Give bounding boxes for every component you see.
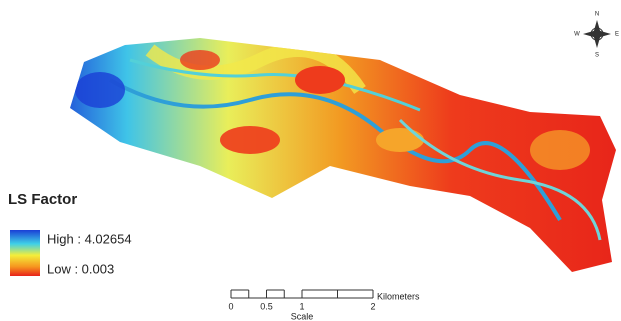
map-view: N S E W LS Factor High : 4.02654 Low : 0…	[0, 0, 621, 321]
scale-label: 1	[299, 301, 304, 311]
scale-title: Scale	[291, 311, 314, 321]
scale-label: 0.5	[260, 301, 273, 311]
compass-s: S	[595, 53, 599, 59]
legend-title: LS Factor	[8, 191, 77, 208]
north-arrow: N S E W	[574, 12, 619, 59]
scale-label: 2	[370, 301, 375, 311]
compass-n: N	[595, 12, 599, 18]
scale-label: 0	[228, 301, 233, 311]
legend-ramp	[10, 230, 40, 276]
scale-unit: Kilometers	[377, 291, 420, 301]
ls-factor-raster	[60, 30, 620, 280]
legend-high: High : 4.02654	[47, 231, 132, 246]
compass-e: E	[615, 32, 619, 38]
legend-low: Low : 0.003	[47, 261, 114, 276]
compass-w: W	[574, 32, 580, 38]
